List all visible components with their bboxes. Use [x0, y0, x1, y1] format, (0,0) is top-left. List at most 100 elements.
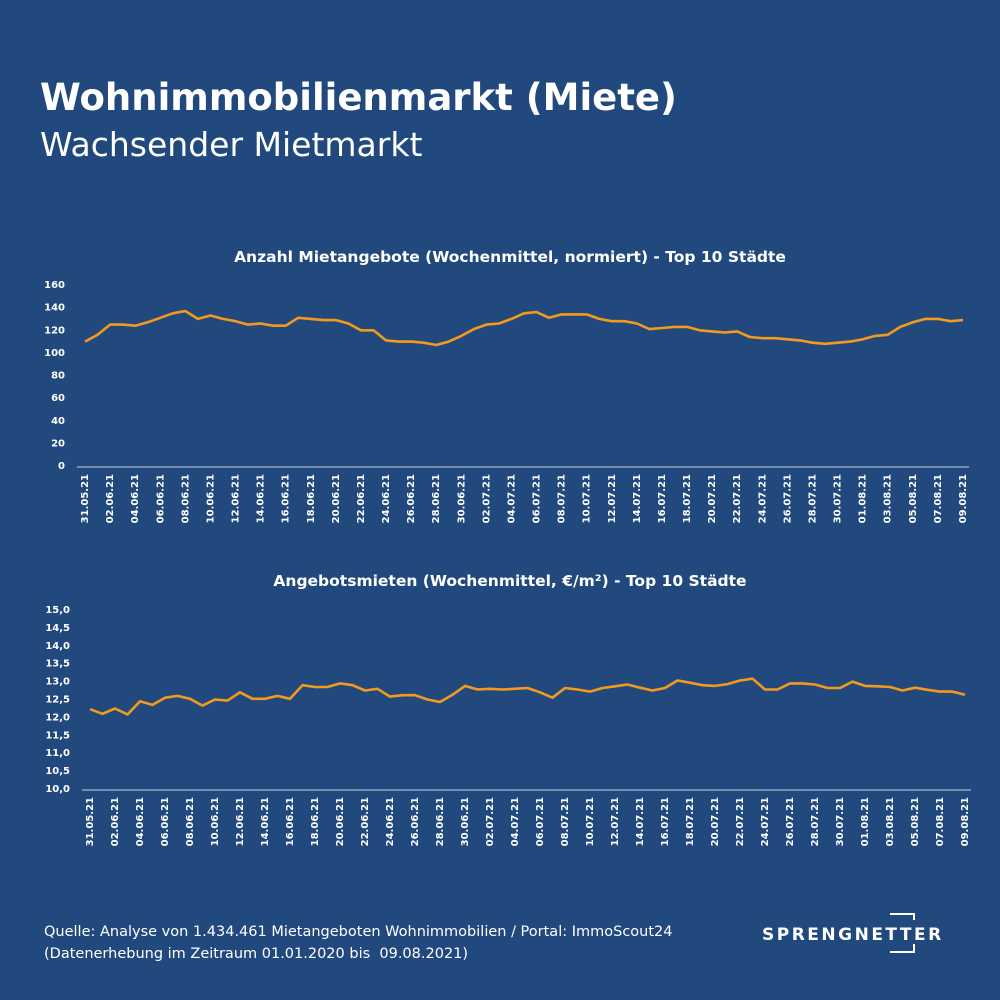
x-tick-label: 30.06.21 — [460, 797, 471, 846]
y-tick-label: 100 — [44, 348, 65, 359]
data-line — [89, 677, 966, 716]
x-tick-label: 05.08.21 — [910, 797, 921, 846]
y-tick-label: 20 — [51, 438, 65, 449]
page-title: Wohnimmobilienmarkt (Miete) — [40, 76, 677, 119]
x-tick-label: 07.08.21 — [935, 797, 946, 846]
logo-mark — [890, 913, 915, 953]
x-tick-label: 24.07.21 — [757, 474, 768, 523]
x-tick-label: 08.07.21 — [557, 474, 568, 523]
y-tick-label: 14,0 — [45, 641, 70, 652]
y-tick-label: 11,0 — [45, 748, 70, 759]
x-tick-label: 26.07.21 — [782, 474, 793, 523]
x-tick-label: 20.06.21 — [335, 797, 346, 846]
x-tick-label: 14.06.21 — [256, 474, 267, 523]
x-tick-label: 12.07.21 — [610, 797, 621, 846]
x-tick-label: 18.06.21 — [310, 797, 321, 846]
x-tick-label: 22.06.21 — [360, 797, 371, 846]
x-tick-label: 31.05.21 — [85, 797, 96, 846]
x-tick-label: 03.08.21 — [883, 474, 894, 523]
x-tick-label: 10.06.21 — [205, 474, 216, 523]
x-tick-label: 02.07.21 — [485, 797, 496, 846]
x-tick-label: 05.08.21 — [908, 474, 919, 523]
page-subtitle: Wachsender Mietmarkt — [40, 125, 422, 164]
x-tick-label: 20.07.21 — [710, 797, 721, 846]
x-tick-label: 22.07.21 — [735, 797, 746, 846]
x-tick-label: 24.06.21 — [385, 797, 396, 846]
x-tick-label: 18.06.21 — [306, 474, 317, 523]
x-tick-label: 09.08.21 — [960, 797, 971, 846]
x-tick-label: 01.08.21 — [860, 797, 871, 846]
chart-title: Anzahl Mietangebote (Wochenmittel, normi… — [234, 248, 786, 266]
x-tick-label: 10.06.21 — [210, 797, 221, 846]
x-tick-label: 30.07.21 — [833, 474, 844, 523]
y-tick-label: 80 — [51, 371, 65, 382]
x-tick-label: 31.05.21 — [80, 474, 91, 523]
x-tick-label: 12.06.21 — [231, 474, 242, 523]
data-line — [84, 309, 964, 347]
y-tick-label: 13,5 — [45, 659, 70, 670]
x-tick-label: 30.07.21 — [835, 797, 846, 846]
x-tick-label: 16.07.21 — [660, 797, 671, 846]
x-tick-label: 28.06.21 — [431, 474, 442, 523]
y-tick-label: 12,5 — [45, 695, 70, 706]
x-tick-label: 04.06.21 — [130, 474, 141, 523]
x-tick-label: 26.07.21 — [785, 797, 796, 846]
source-line: Quelle: Analyse von 1.434.461 Mietangebo… — [44, 924, 672, 940]
x-tick-label: 22.06.21 — [356, 474, 367, 523]
x-tick-label: 02.06.21 — [105, 474, 116, 523]
x-tick-label: 30.06.21 — [456, 474, 467, 523]
logo: SPRENGNETTER — [762, 925, 944, 945]
x-tick-label: 08.06.21 — [185, 797, 196, 846]
y-tick-label: 120 — [44, 325, 65, 336]
x-tick-label: 10.07.21 — [582, 474, 593, 523]
x-tick-label: 04.06.21 — [135, 797, 146, 846]
x-tick-label: 20.07.21 — [707, 474, 718, 523]
x-tick-label: 14.06.21 — [260, 797, 271, 846]
y-tick-label: 160 — [44, 280, 65, 291]
x-tick-label: 24.07.21 — [760, 797, 771, 846]
y-tick-label: 15,0 — [45, 605, 70, 616]
x-tick-label: 09.08.21 — [958, 474, 969, 523]
y-tick-label: 60 — [51, 393, 65, 404]
x-tick-label: 28.07.21 — [810, 797, 821, 846]
x-tick-label: 08.07.21 — [560, 797, 571, 846]
x-tick-label: 02.07.21 — [481, 474, 492, 523]
x-tick-label: 26.06.21 — [406, 474, 417, 523]
x-tick-label: 04.07.21 — [510, 797, 521, 846]
x-tick-label: 16.06.21 — [281, 474, 292, 523]
y-tick-label: 10,5 — [45, 766, 70, 777]
x-tick-label: 28.07.21 — [807, 474, 818, 523]
x-tick-label: 04.07.21 — [506, 474, 517, 523]
x-tick-label: 06.06.21 — [160, 797, 171, 846]
chart-title: Angebotsmieten (Wochenmittel, €/m²) - To… — [273, 572, 746, 590]
x-tick-label: 14.07.21 — [635, 797, 646, 846]
x-tick-label: 16.06.21 — [285, 797, 296, 846]
x-tick-label: 18.07.21 — [685, 797, 696, 846]
x-tick-label: 07.08.21 — [933, 474, 944, 523]
x-tick-label: 08.06.21 — [180, 474, 191, 523]
x-tick-label: 06.07.21 — [535, 797, 546, 846]
x-tick-label: 28.06.21 — [435, 797, 446, 846]
y-tick-label: 13,0 — [45, 677, 70, 688]
x-tick-label: 02.06.21 — [110, 797, 121, 846]
x-tick-label: 16.07.21 — [657, 474, 668, 523]
x-tick-label: 14.07.21 — [632, 474, 643, 523]
source-line: (Datenerhebung im Zeitraum 01.01.2020 bi… — [44, 946, 468, 962]
y-tick-label: 40 — [51, 416, 65, 427]
x-tick-label: 22.07.21 — [732, 474, 743, 523]
x-tick-label: 06.06.21 — [155, 474, 166, 523]
x-tick-label: 06.07.21 — [532, 474, 543, 523]
x-tick-label: 18.07.21 — [682, 474, 693, 523]
y-tick-label: 14,5 — [45, 623, 70, 634]
y-tick-label: 11,5 — [45, 730, 70, 741]
y-tick-label: 140 — [44, 303, 65, 314]
x-tick-label: 26.06.21 — [410, 797, 421, 846]
x-tick-label: 24.06.21 — [381, 474, 392, 523]
x-tick-label: 12.06.21 — [235, 797, 246, 846]
y-tick-label: 12,0 — [45, 712, 70, 723]
x-tick-label: 12.07.21 — [607, 474, 618, 523]
x-tick-label: 01.08.21 — [858, 474, 869, 523]
x-tick-label: 03.08.21 — [885, 797, 896, 846]
